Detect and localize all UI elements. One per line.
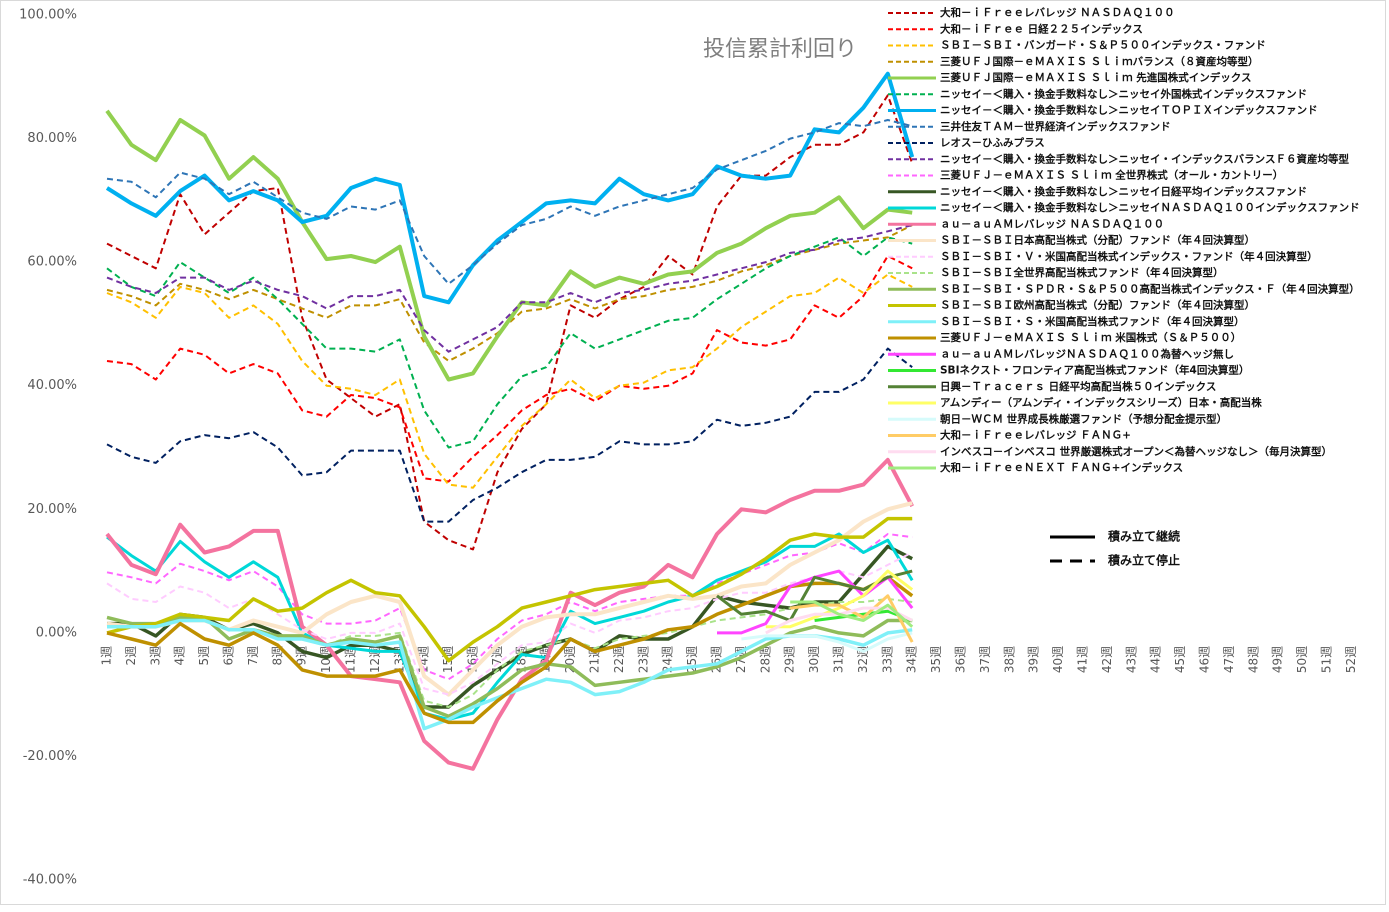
legend-label: ａｕ－ａｕＡＭレバレッジＮＡＳＤＡＱ１００為替ヘッジ無し [940,347,1234,360]
x-tick-label: 45週 [1173,646,1187,673]
series-line [106,516,913,663]
legend-label: ＳＢＩ－ＳＢＩ全世界高配当株式ファンド（年４回決算型） [940,266,1224,279]
x-tick-label: 43週 [1124,646,1138,673]
series-line [105,457,914,771]
legend-label: 三井住友ＴＡＭ－世界経済インデックスファンド [940,120,1171,133]
series-line [741,631,913,653]
x-tick-label: 50週 [1295,646,1309,673]
y-tick-label: 100.00% [19,8,77,23]
legend-label: 日興－Ｔｒａｃｅｒｓ 日経平均高配当株５０インデックス [940,380,1216,393]
series-line [765,569,914,629]
series-line [106,119,913,285]
x-tick-label: 10週 [319,646,333,673]
series-line [106,273,913,489]
series-line [105,109,913,382]
y-tick-label: -40.00% [23,873,77,888]
legend-label: 大和－ｉＦｒｅｅレバレッジ ＮＡＳＤＡＱ１００ [940,6,1175,19]
annotation: 積み立て継続 [1107,529,1180,544]
x-tick-label: 37週 [978,646,992,673]
x-tick-label: 39週 [1027,646,1041,673]
legend-label: ＳＢＩ－ＳＢＩ・ＳＰＤＲ・Ｓ＆Ｐ５００高配当株式インデックス・Ｆ（年４回決算型） [940,282,1360,295]
y-tick-label: 60.00% [27,255,77,270]
x-tick-label: 47週 [1222,646,1236,673]
chart-title: 投信累計利回り [703,37,857,62]
x-tick-label: 30週 [807,646,821,673]
x-tick-label: 49週 [1271,646,1285,673]
legend-label: 三菱ＵＦＪ国際－ｅＭＡＸＩＳ Ｓｌｉｍ 先進国株式インデックス [940,71,1252,84]
legend-label: 大和－ｉＦｒｅｅ 日経２２５インデックス [940,22,1143,35]
legend-label: インベスコ－インベスコ 世界厳選株式オープン＜為替ヘッジなし＞（毎月決算型） [940,445,1332,458]
x-tick-label: 1週 [100,646,114,666]
legend-label: 三菱ＵＦＪ－ｅＭＡＸＩＳ Ｓｌｉｍ 全世界株式（オール・カントリー） [940,169,1283,182]
y-tick-label: 80.00% [27,131,77,146]
legend-label: ニッセイ－＜購入・換金手数料なし＞ニッセイ日経平均インデックスファンド [940,185,1307,198]
x-tick-label: 35週 [929,646,943,673]
x-tick-label: 31週 [832,646,846,673]
series-line [106,575,914,725]
x-tick-label: 24週 [661,646,675,673]
x-tick-label: 51週 [1320,646,1334,673]
x-tick-label: 22週 [612,646,626,673]
series-line [790,600,914,628]
x-tick-label: 34週 [905,646,919,673]
x-tick-label: 41週 [1076,646,1090,673]
x-tick-label: 7週 [246,646,260,666]
series-line [106,224,913,362]
x-tick-label: 6週 [222,646,236,666]
legend-label: 大和－ｉＦｒｅｅＮＥＸＴ ＦＡＮＧ+インデックス [940,461,1183,474]
x-tick-label: 33週 [880,646,894,673]
series-line [106,501,913,697]
legend-label: ａｕ－ａｕＡＭレバレッジ ＮＡＳＤＡＱ１００ [940,218,1164,230]
x-tick-label: 44週 [1149,646,1163,673]
series-line [106,532,914,721]
x-tick-label: 32週 [856,646,870,673]
y-tick-label: 20.00% [27,502,77,517]
y-tick-label: 0.00% [36,625,77,640]
x-tick-label: 23週 [636,646,650,673]
x-tick-label: 28週 [758,646,772,673]
legend-label: SBIネクスト・フロンティア高配当株式ファンド（年4回決算型） [940,364,1249,377]
x-tick-label: 21週 [588,646,602,673]
annotation: 積み立て停止 [1107,553,1180,568]
legend-label: 三菱ＵＦＪ－ｅＭＡＸＩＳ Ｓｌｉｍ 米国株式（Ｓ＆Ｐ５００） [940,331,1241,344]
legend-label: ＳＢＩ－ＳＢＩ・Ｓ・米国高配当株式ファンド（年４回決算型） [940,315,1245,328]
series-line [106,255,913,483]
x-tick-label: 5週 [197,646,211,666]
legend-label: ニッセイ－＜購入・換金手数料なし＞ニッセイＮＡＳＤＡＱ１００インデックスファンド [940,201,1360,214]
x-tick-label: 52週 [1344,646,1358,673]
legend-label: ニッセイ－＜購入・換金手数料なし＞ニッセイ・インデックスバランスＦ６資産均等型 [940,152,1349,165]
x-tick-label: 2週 [124,646,138,666]
y-tick-label: 40.00% [27,378,77,393]
x-tick-label: 48週 [1246,646,1260,673]
legend-label: アムンディー（アムンディ・インデックスシリーズ）日本・高配当株 [940,396,1262,409]
legend-label: ＳＢＩ－ＳＢＩ・バンガード・Ｓ＆Ｐ５００インデックス・ファンド [940,39,1266,52]
x-tick-label: 4週 [173,646,187,666]
legend-label: レオス－ひふみプラス [940,136,1045,149]
legend-label: ニッセイ－＜購入・換金手数料なし＞ニッセイＴＯＰＩＸインデックスファンド [940,104,1318,117]
x-tick-label: 40週 [1051,646,1065,673]
legend-label: ニッセイ－＜購入・換金手数料なし＞ニッセイ外国株式インデックスファンド [940,87,1307,100]
x-tick-label: 3週 [148,646,162,666]
x-tick-label: 29週 [783,646,797,673]
x-tick-label: 11週 [344,646,358,673]
legend-label: 朝日－ＷＣＭ 世界成長株厳選ファンド（予想分配金提示型） [940,412,1227,425]
series-line [106,533,913,681]
legend-label: ＳＢＩ－ＳＢＩ日本高配当株式（分配）ファンド（年４回決算型） [940,234,1255,247]
legend-label: ＳＢＩ－ＳＢＩ・Ｖ・米国高配当株式インデックス・ファンド（年４回決算型） [940,250,1318,263]
series-line [106,347,913,523]
x-tick-label: 8週 [270,646,284,666]
x-tick-label: 38週 [1002,646,1016,673]
legend-label: ＳＢＩ－ＳＢＩ欧州高配当株式（分配）ファンド（年４回決算型） [940,299,1255,312]
y-tick-label: -20.00% [23,749,77,764]
series-line [105,71,915,305]
x-tick-label: 46週 [1198,646,1212,673]
x-tick-label: 42週 [1100,646,1114,673]
legend-label: 大和－ｉＦｒｅｅレバレッジ ＦＡＮＧ+ [940,429,1131,442]
legend-label: 三菱ＵＦＪ国際－ｅＭＡＸＩＳ Ｓｌｉｍバランス（８資産均等型） [940,55,1258,68]
series-line [106,224,913,353]
x-tick-label: 36週 [954,646,968,673]
